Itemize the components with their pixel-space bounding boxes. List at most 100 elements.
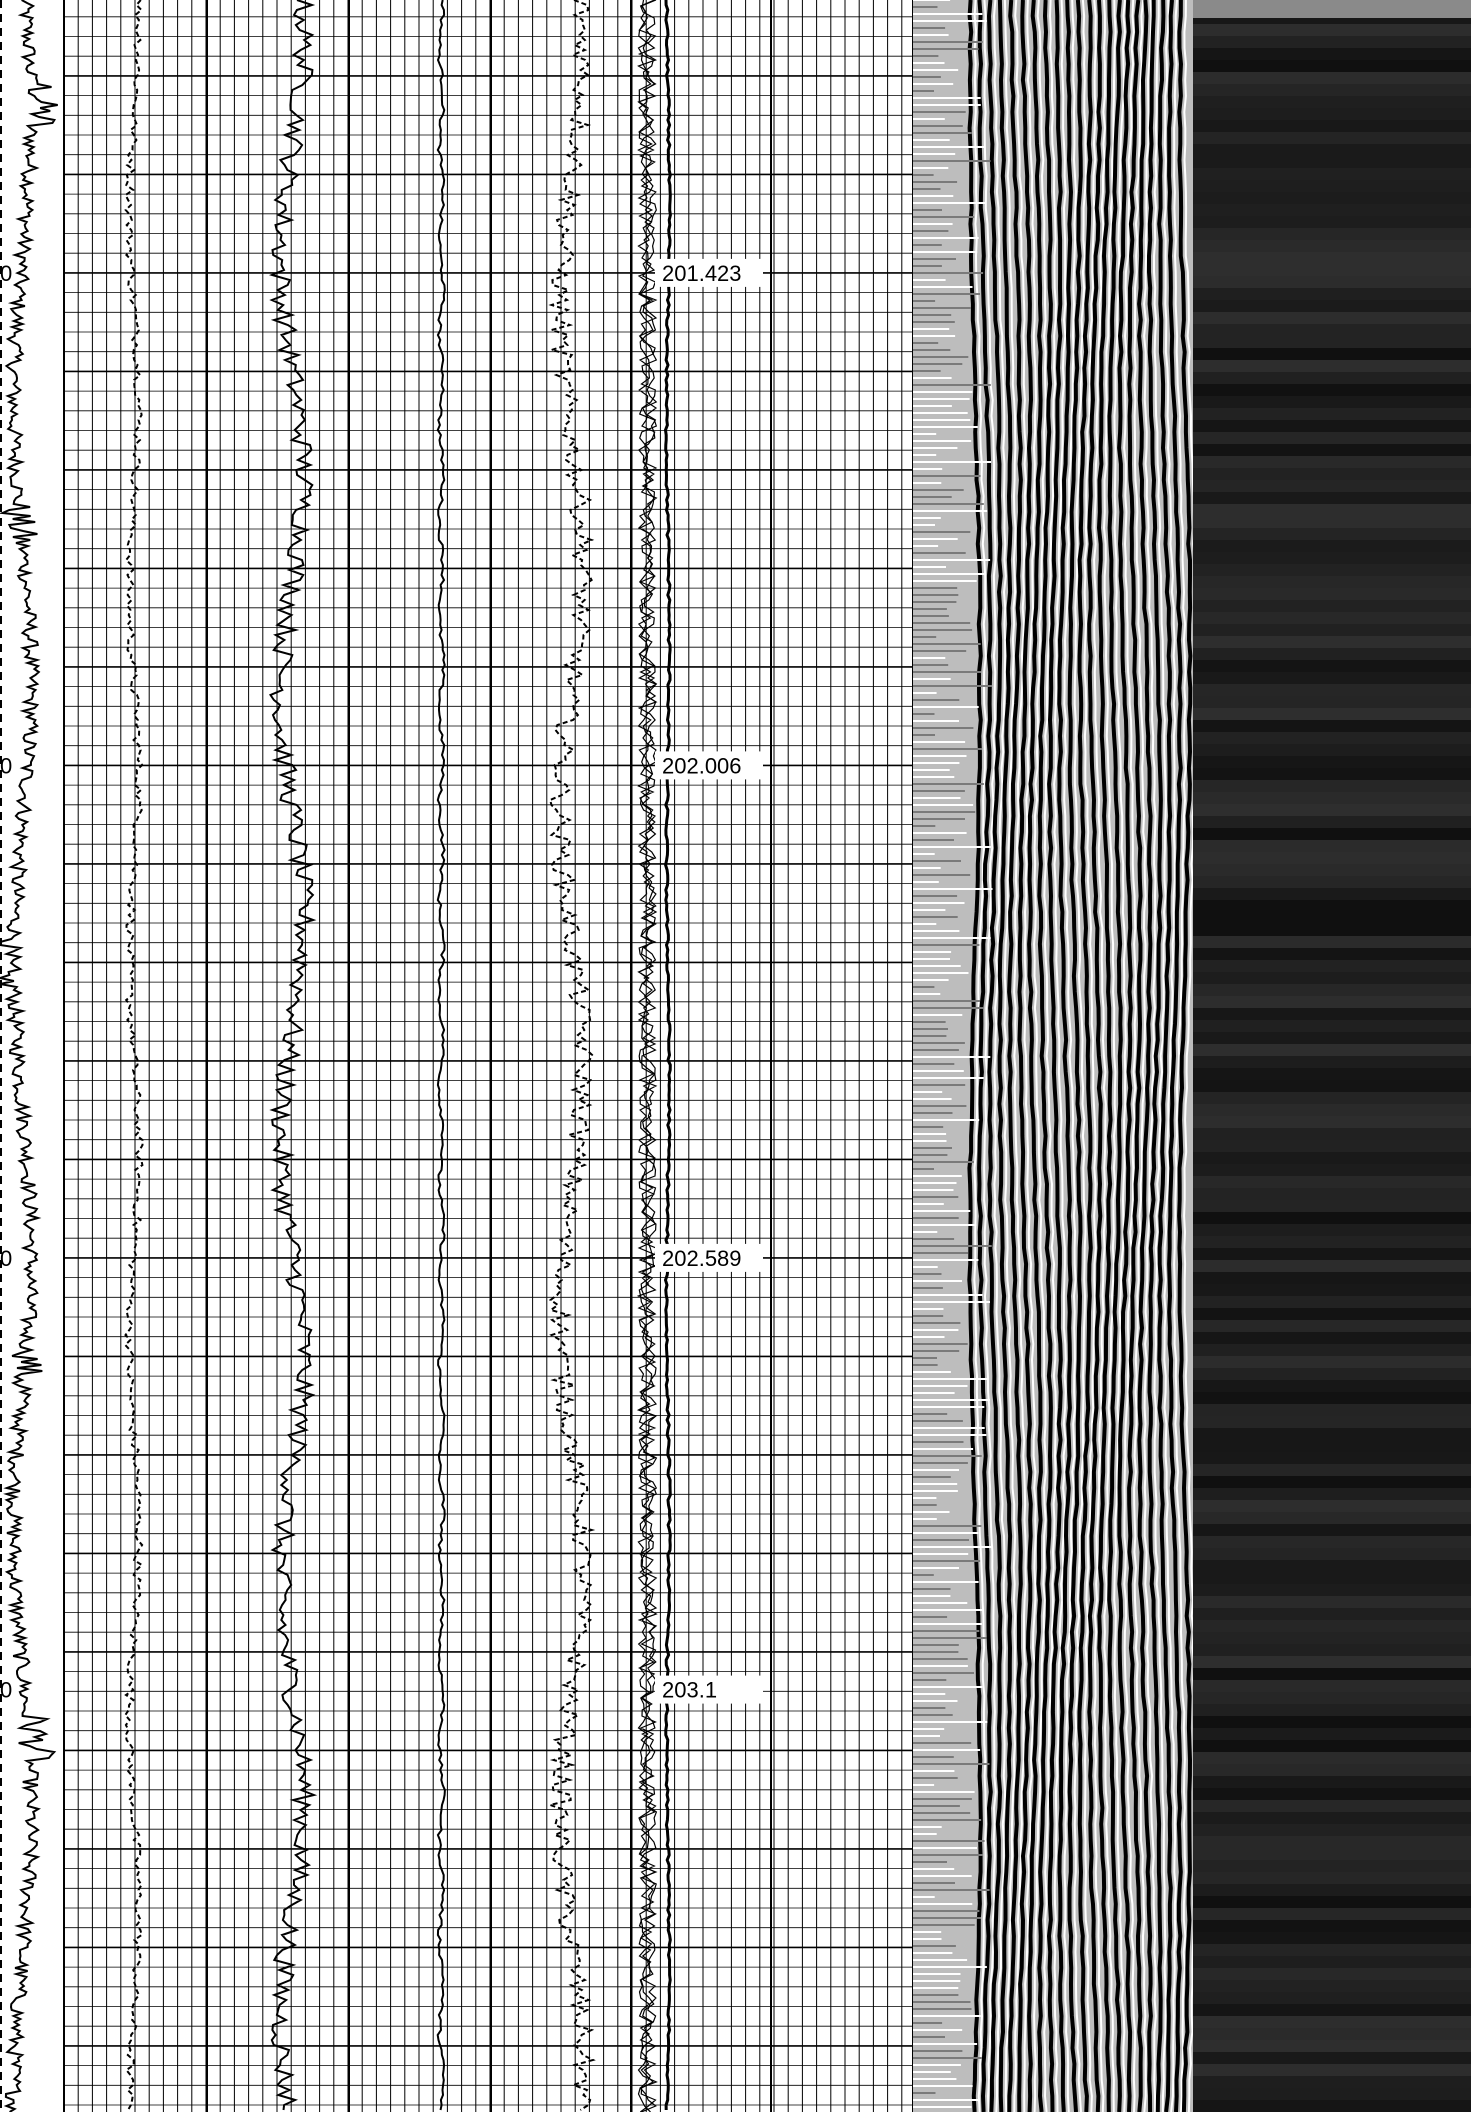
amplitude-row [1193,792,1471,804]
depth-label-background [655,1675,763,1704]
amplitude-row [1193,1704,1471,1716]
amplitude-row [1193,1992,1471,2004]
amplitude-row [1193,1248,1471,1260]
vdl-band-dark [1107,0,1123,2112]
amplitude-row [1193,1404,1471,1416]
amplitude-row [1193,1716,1471,1728]
log-curve-bundle-strand [636,0,658,2112]
vdl-band-light [1073,0,1087,2112]
amplitude-row [1193,240,1471,252]
amplitude-row [1193,1440,1471,1452]
amplitude-row [1193,168,1471,180]
amplitude-row [1193,1200,1471,1212]
amplitude-row [1193,2028,1471,2040]
vdl-band-light [1052,0,1067,2112]
amplitude-row [1193,1176,1471,1188]
amplitude-row [1193,1824,1471,1836]
log-curve-6 [663,0,672,2111]
amplitude-row [1193,48,1471,60]
amplitude-row [1193,828,1471,840]
amplitude-row [1193,2004,1471,2016]
amplitude-row [1193,1416,1471,1428]
amplitude-row [1193,1344,1471,1356]
amplitude-row [1193,876,1471,888]
amplitude-row [1193,132,1471,144]
amplitude-row [1193,1224,1471,1236]
depth-label-background [655,751,763,780]
vdl-panel [913,0,1197,2112]
amplitude-row [1193,732,1471,744]
vdl-band-light [1043,0,1057,2112]
amplitude-row [1193,900,1471,912]
amplitude-row [1193,588,1471,600]
amplitude-row [1193,936,1471,948]
amplitude-row [1193,1140,1471,1152]
amplitude-row [1193,1152,1471,1164]
amplitude-row [1193,1524,1471,1536]
amplitude-row [1193,1092,1471,1104]
amplitude-row [1193,636,1471,648]
amplitude-row [1193,1500,1471,1512]
amplitude-row [1193,348,1471,360]
amplitude-row [1193,2100,1471,2112]
amplitude-row [1193,96,1471,108]
amplitude-row [1193,912,1471,924]
amplitude-row [1193,864,1471,876]
amplitude-row [1193,1572,1471,1584]
amplitude-row [1193,1560,1471,1572]
amplitude-row [1193,1848,1471,1860]
amplitude-row [1193,1968,1471,1980]
amplitude-row [1193,1008,1471,1020]
edge-tick-label: 0 [0,753,12,778]
vdl-band-dark [1017,0,1034,2112]
vdl-band-dark [1096,0,1113,2112]
amplitude-row [1193,672,1471,684]
vdl-band-dark [1007,0,1023,2112]
amplitude-row [1193,540,1471,552]
amplitude-panel [1193,0,1471,2112]
amplitude-row [1193,1236,1471,1248]
amplitude-row [1193,1800,1471,1812]
depth-tick-label: 202.589 [662,1246,742,1271]
amplitude-row [1193,660,1471,672]
log-curve-4 [436,0,446,2111]
amplitude-row [1193,1272,1471,1284]
amplitude-row [1193,468,1471,480]
amplitude-row [1193,1104,1471,1116]
log-curve-1 [0,0,58,2112]
amplitude-row [1193,948,1471,960]
amplitude-row [1193,2016,1471,2028]
amplitude-row [1193,1752,1471,1764]
amplitude-row [1193,216,1471,228]
amplitude-row [1193,768,1471,780]
amplitude-row [1193,432,1471,444]
amplitude-row [1193,756,1471,768]
log-curve-bundle-strand [636,0,658,2112]
vdl-band-dark [1137,0,1153,2112]
amplitude-row [1193,1608,1471,1620]
amplitude-row [1193,720,1471,732]
amplitude-row [1193,60,1471,72]
edge-tick-label: 0 [0,1246,12,1271]
amplitude-row [1193,360,1471,372]
amplitude-row [1193,612,1471,624]
amplitude-row [1193,36,1471,48]
vdl-band-light [1013,0,1027,2112]
amplitude-row [1193,144,1471,156]
vdl-band-dark [1167,0,1183,2112]
amplitude-row [1193,840,1471,852]
amplitude-row [1193,84,1471,96]
amplitude-row [1193,2040,1471,2052]
amplitude-row [1193,1536,1471,1548]
vdl-band-light [1143,0,1157,2112]
vdl-band-dark [1057,0,1074,2112]
edge-tick-label: 0 [0,261,12,286]
amplitude-row [1193,960,1471,972]
amplitude-row [1193,1896,1471,1908]
depth-label-background [655,258,763,287]
amplitude-row [1193,888,1471,900]
vdl-band-light [1093,0,1107,2112]
amplitude-row [1193,1128,1471,1140]
edge-tick-label: 0 [0,1678,12,1703]
amplitude-row [1193,120,1471,132]
